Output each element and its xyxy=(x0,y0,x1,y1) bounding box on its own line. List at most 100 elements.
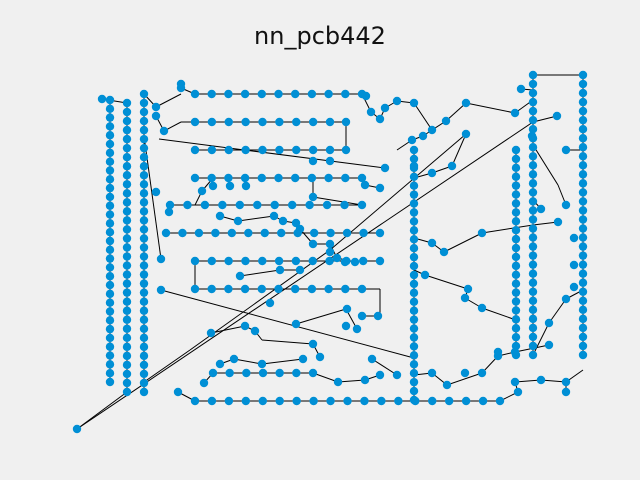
tour-node xyxy=(122,324,132,333)
tour-node xyxy=(552,111,562,121)
tour-node xyxy=(240,284,250,294)
tour-node xyxy=(309,228,319,238)
tour-node xyxy=(241,256,250,266)
tour-node xyxy=(224,145,233,155)
tour-node xyxy=(224,173,233,183)
tour-node xyxy=(265,298,275,308)
tour-node xyxy=(361,91,371,101)
tour-node xyxy=(528,215,538,224)
tour-node xyxy=(460,293,470,303)
tour-node xyxy=(190,284,200,294)
tour-node xyxy=(139,270,149,279)
tour-node xyxy=(578,215,588,224)
tour-node xyxy=(409,342,419,351)
tour-node xyxy=(105,131,115,140)
tour-node xyxy=(510,347,520,357)
tour-node xyxy=(305,200,314,210)
tour-node xyxy=(409,145,419,155)
tour-node xyxy=(274,256,284,266)
tour-node xyxy=(409,98,419,108)
tour-edge-71 xyxy=(548,298,567,324)
tour-node xyxy=(257,89,266,99)
tour-node xyxy=(122,387,132,397)
tour-node xyxy=(225,181,235,191)
tour-node xyxy=(200,200,210,210)
tour-edge-25 xyxy=(76,121,534,430)
tour-node xyxy=(528,179,538,188)
tour-node xyxy=(342,304,352,314)
tour-edge-85 xyxy=(443,232,483,253)
tour-node xyxy=(578,260,588,269)
tour-node xyxy=(341,145,351,155)
tour-node xyxy=(207,145,217,155)
tour-node xyxy=(578,161,588,170)
tour-node xyxy=(511,199,521,208)
tour-node xyxy=(105,316,115,325)
tour-node xyxy=(233,216,243,226)
tour-node xyxy=(139,360,149,370)
tour-node xyxy=(122,360,132,370)
tour-node xyxy=(207,284,216,294)
tour-node xyxy=(105,219,115,228)
tour-node xyxy=(528,97,538,107)
tour-node xyxy=(343,396,352,406)
tour-node xyxy=(528,341,538,351)
tour-node xyxy=(578,341,588,351)
tour-node xyxy=(122,162,132,171)
tour-node xyxy=(122,125,132,135)
tour-node xyxy=(139,134,149,144)
tour-node xyxy=(122,134,132,144)
tour-node xyxy=(122,189,132,198)
tour-node xyxy=(375,256,385,266)
tour-node xyxy=(122,306,132,315)
tour-edge-84 xyxy=(481,224,534,234)
tour-node xyxy=(511,332,521,342)
tour-node xyxy=(207,256,217,266)
tour-node xyxy=(442,380,452,390)
tour-edge-52 xyxy=(261,339,314,345)
tour-node xyxy=(183,200,192,210)
tour-node xyxy=(105,139,115,149)
tour-edge-54 xyxy=(210,325,246,334)
tour-node xyxy=(151,111,161,121)
tour-node xyxy=(409,154,419,164)
tour-node xyxy=(340,200,349,210)
tour-node xyxy=(428,396,437,406)
tour-node xyxy=(139,225,149,234)
tour-node xyxy=(122,143,132,153)
tour-node xyxy=(510,377,520,387)
tour-node xyxy=(528,287,538,296)
tour-node xyxy=(139,297,149,306)
tour-node xyxy=(308,368,318,378)
tour-node xyxy=(527,131,537,141)
tour-node xyxy=(341,321,351,331)
tour-node xyxy=(207,117,217,127)
tour-node xyxy=(105,104,115,114)
tour-node xyxy=(207,173,216,183)
tour-node xyxy=(528,278,538,287)
tour-node xyxy=(367,354,377,364)
tour-node xyxy=(409,351,419,360)
tour-node xyxy=(105,280,115,290)
tour-node xyxy=(561,377,571,387)
tour-node xyxy=(122,315,132,324)
tour-node xyxy=(122,378,132,388)
tour-node xyxy=(407,135,417,145)
tour-node xyxy=(461,396,471,406)
tour-node xyxy=(105,236,115,246)
tour-node xyxy=(578,115,588,125)
tour-node xyxy=(420,270,430,280)
tour-node xyxy=(409,333,419,342)
tour-node xyxy=(447,161,457,171)
tour-node xyxy=(139,261,149,270)
tour-node xyxy=(477,228,487,238)
tour-node xyxy=(409,190,419,199)
tour-node xyxy=(215,359,225,369)
tour-node xyxy=(139,89,149,99)
tour-node xyxy=(308,256,317,266)
tour-edge-70 xyxy=(532,322,550,356)
tour-node xyxy=(257,173,266,183)
tour-edge-89 xyxy=(424,274,469,290)
tour-edge-20 xyxy=(160,289,415,359)
tour-node xyxy=(122,225,132,234)
